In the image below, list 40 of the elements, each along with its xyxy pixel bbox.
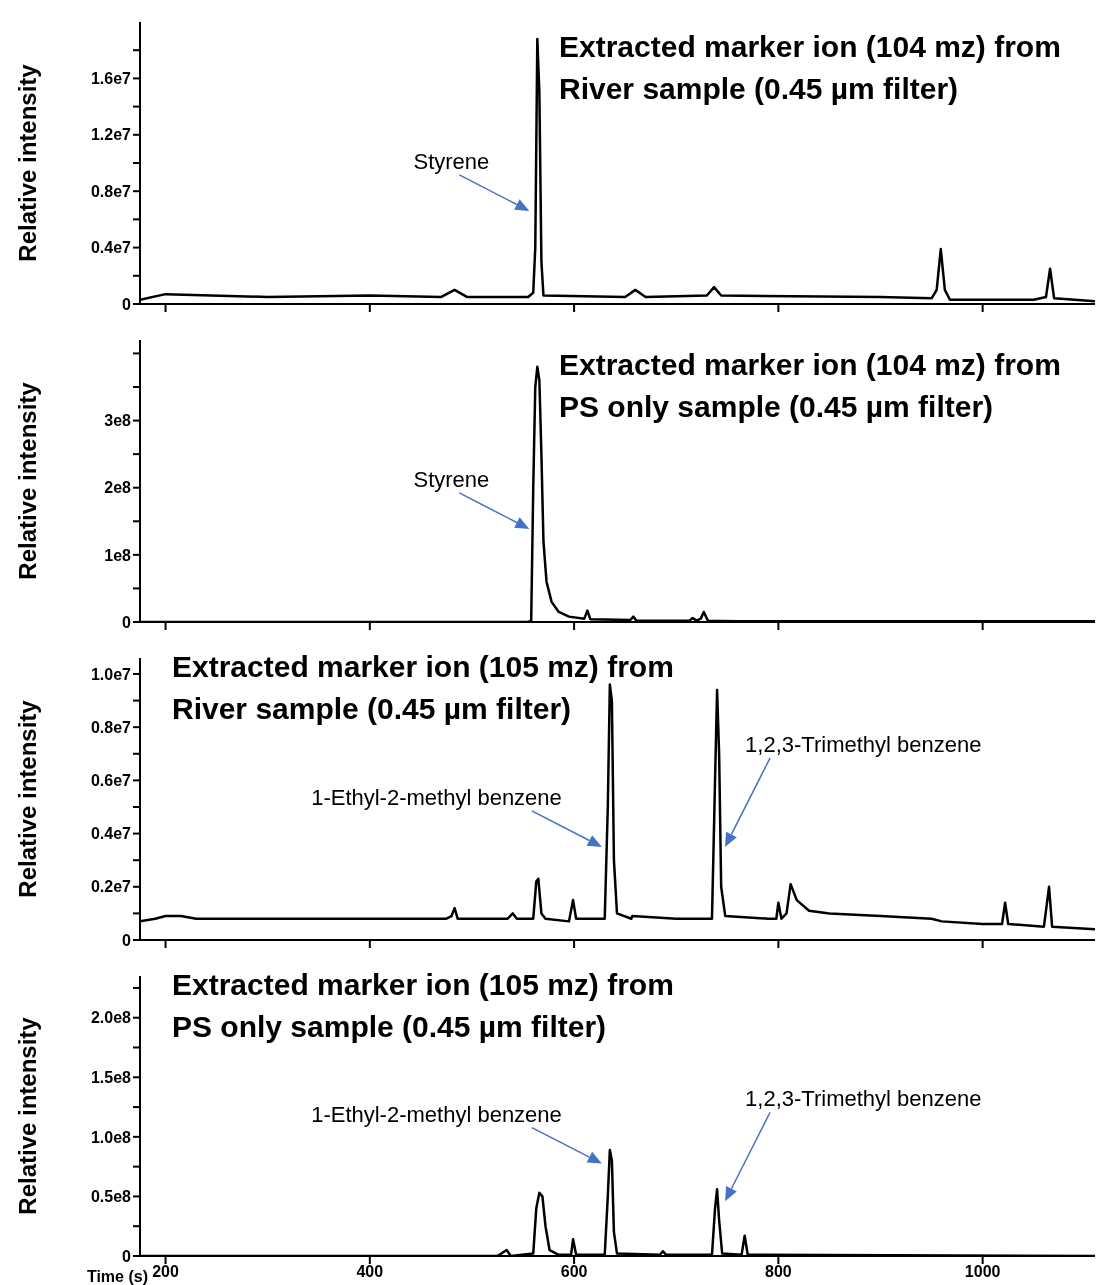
y-tick-label: 1.5e8 [90, 1068, 132, 1086]
annotation: 1-Ethyl-2-methyl benzene [311, 1101, 562, 1127]
y-tick-label: 0 [122, 295, 132, 313]
y-tick-label: 0.4e7 [90, 825, 132, 843]
y-axis-title: Relative intensity [14, 63, 41, 262]
y-tick-label: 0 [122, 931, 132, 949]
y-axis-title: Relative intensity [14, 699, 41, 898]
y-tick-label: 1.0e7 [90, 665, 132, 683]
y-tick-label: 0.4e7 [90, 239, 132, 257]
y-tick-label: 0.5e8 [90, 1188, 132, 1206]
x-tick-label: 400 [356, 1263, 384, 1281]
x-tick-label: 200 [152, 1263, 179, 1281]
y-tick-label: 0.8e7 [90, 182, 132, 200]
y-tick-label: 1.2e7 [90, 126, 132, 144]
x-axis-title: Time (s) [86, 1268, 148, 1285]
y-axis-title: Relative intensity [14, 1016, 41, 1215]
x-tick-label: 1000 [964, 1263, 1001, 1281]
annotation: 1-Ethyl-2-methyl benzene [311, 784, 562, 810]
x-tick-label: 600 [560, 1263, 588, 1281]
chart-title: Extracted marker ion (105 mz) from River sample (0.45 µm filter) [172, 649, 675, 727]
y-tick-label: 0.6e7 [90, 772, 132, 790]
x-tick-label: 800 [765, 1263, 792, 1281]
annotation: 1,2,3-Trimethyl benzene [745, 731, 982, 757]
y-tick-label: 0.2e7 [90, 878, 132, 896]
text: Extracted marker ion (104 mz) from PS only sample (0.45 µm filter) [559, 347, 1062, 425]
y-tick-label: 2e8 [104, 479, 132, 497]
y-tick-label: 2.0e8 [90, 1009, 132, 1027]
chart-title: Extracted marker ion (105 mz) from PS only sample (0.45 µm filter) [172, 967, 675, 1045]
annotation: 1,2,3-Trimethyl benzene [745, 1086, 982, 1112]
y-axis-title: Relative intensity [14, 381, 41, 580]
y-tick-label: 0 [122, 613, 132, 631]
text: Extracted marker ion (104 mz) from River sample (0.45 µm filter) [559, 29, 1062, 107]
y-tick-label: 0 [122, 1247, 132, 1265]
y-tick-label: 1e8 [104, 546, 132, 564]
y-tick-label: 1.0e8 [90, 1128, 132, 1146]
annotation: Styrene [413, 466, 490, 492]
y-tick-label: 1.6e7 [90, 70, 132, 88]
y-tick-label: 3e8 [104, 412, 132, 430]
annotation: Styrene [413, 148, 490, 174]
y-tick-label: 0.8e7 [90, 718, 132, 736]
